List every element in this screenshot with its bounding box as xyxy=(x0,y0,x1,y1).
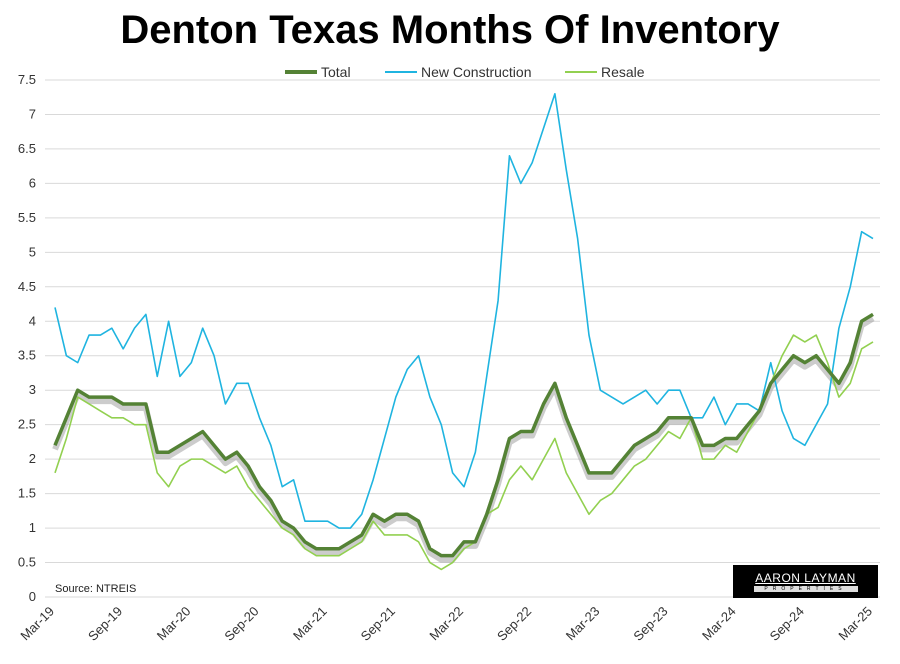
legend-label: Total xyxy=(321,64,351,80)
x-tick-label: Mar-25 xyxy=(835,604,875,644)
logo-sub: PROPERTIES xyxy=(753,586,858,592)
legend-label: Resale xyxy=(601,64,645,80)
y-tick-label: 1.5 xyxy=(18,486,36,501)
x-tick-label: Sep-24 xyxy=(767,604,807,644)
series-line-total xyxy=(53,312,874,558)
x-tick-label: Mar-23 xyxy=(563,604,603,644)
y-tick-label: 6.5 xyxy=(18,141,36,156)
x-tick-label: Mar-19 xyxy=(17,604,57,644)
chart-title: Denton Texas Months Of Inventory xyxy=(120,8,780,52)
y-tick-label: 7 xyxy=(29,106,36,121)
series-line-resale xyxy=(54,334,874,571)
x-tick-label: Mar-20 xyxy=(154,604,194,644)
y-tick-label: 4.5 xyxy=(18,279,36,294)
y-tick-label: 5.5 xyxy=(18,210,36,225)
x-tick-label: Mar-24 xyxy=(699,604,739,644)
x-tick-label: Mar-22 xyxy=(426,604,466,644)
x-tick-label: Sep-20 xyxy=(221,604,261,644)
y-tick-label: 2.5 xyxy=(18,417,36,432)
logo-name: AARON LAYMAN xyxy=(755,571,856,585)
x-tick-label: Sep-21 xyxy=(358,604,398,644)
aaron-layman-logo: AARON LAYMAN PROPERTIES xyxy=(733,565,878,598)
y-tick-label: 5 xyxy=(29,244,36,259)
y-tick-label: 3.5 xyxy=(18,348,36,363)
total-line-shadow xyxy=(52,315,875,563)
x-tick-label: Sep-19 xyxy=(85,604,125,644)
y-tick-label: 2 xyxy=(29,451,36,466)
series-line-new-construction xyxy=(54,92,874,529)
y-tick-label: 0.5 xyxy=(18,555,36,570)
y-tick-label: 4 xyxy=(29,313,36,328)
y-tick-label: 7.5 xyxy=(18,72,36,87)
legend-label: New Construction xyxy=(421,64,532,80)
y-tick-label: 3 xyxy=(29,382,36,397)
y-tick-label: 1 xyxy=(29,520,36,535)
y-tick-label: 0 xyxy=(29,589,36,604)
y-tick-label: 6 xyxy=(29,175,36,190)
x-tick-label: Sep-23 xyxy=(630,604,670,644)
x-tick-label: Mar-21 xyxy=(290,604,330,644)
x-tick-label: Sep-22 xyxy=(494,604,534,644)
source-note: Source: NTREIS xyxy=(55,583,137,595)
